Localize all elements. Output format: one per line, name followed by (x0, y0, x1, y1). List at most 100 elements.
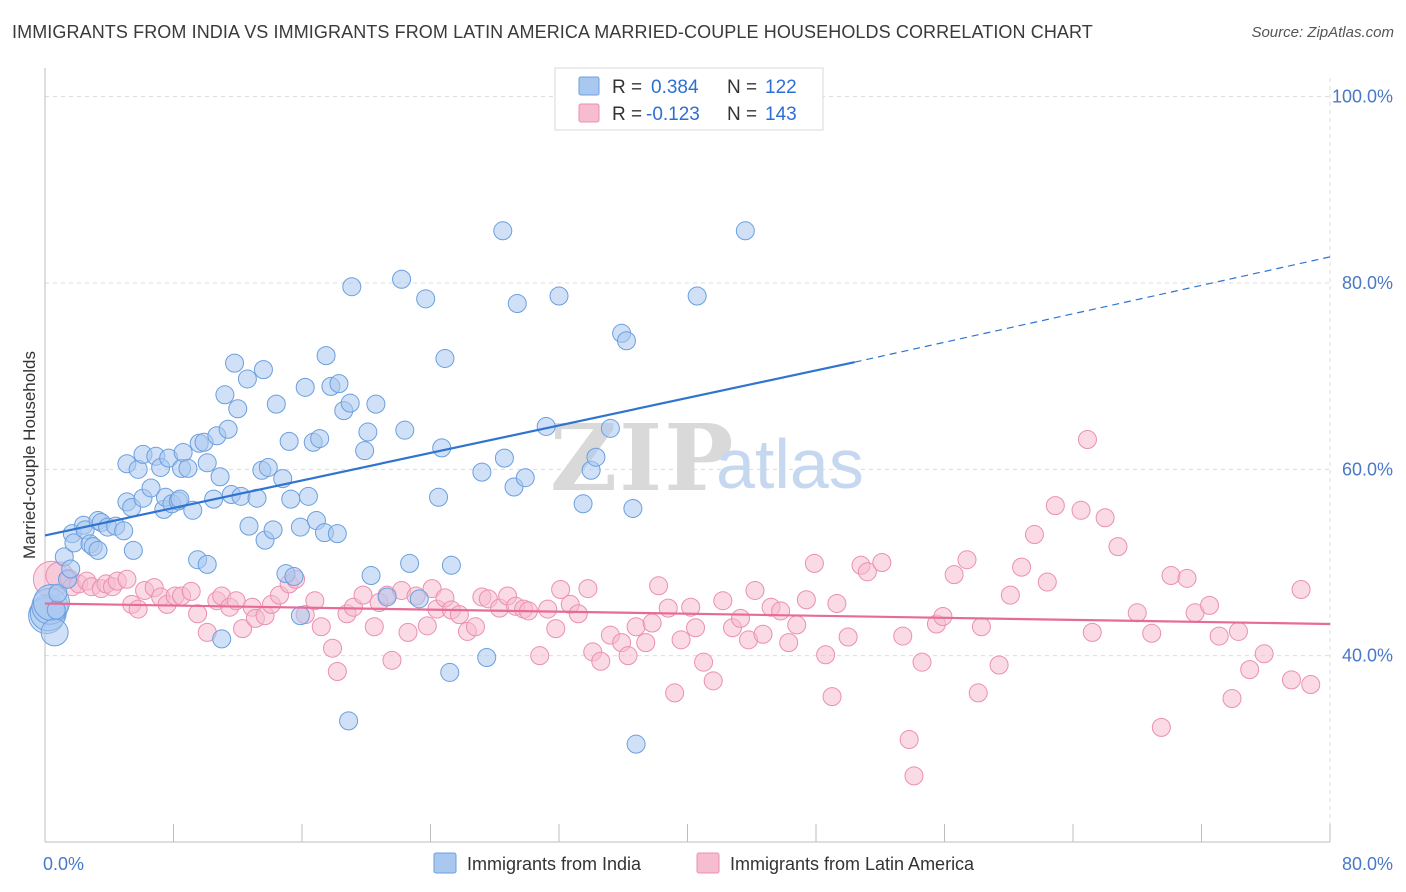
data-point-latam (188, 604, 208, 624)
y-tick-labels: 40.0% 60.0% 80.0% 100.0% (1332, 87, 1393, 666)
legend-latam-r-value: -0.123 (646, 104, 700, 125)
data-point-latam (636, 633, 656, 653)
data-point-india (239, 516, 259, 536)
data-point-india (493, 221, 513, 241)
data-point-latam (1209, 626, 1229, 646)
series-india-points (28, 221, 755, 754)
data-point-latam (551, 580, 571, 600)
data-point-india (218, 419, 238, 439)
data-point-latam (1012, 557, 1032, 577)
data-point-india (472, 462, 492, 482)
data-point-latam (703, 671, 723, 691)
data-point-latam (753, 624, 773, 644)
data-point-latam (1095, 508, 1115, 528)
data-point-latam (1291, 580, 1311, 600)
x-tick-label: 80.0% (1342, 854, 1393, 874)
data-point-latam (649, 576, 669, 596)
data-point-latam (1142, 623, 1162, 643)
data-point-latam (1200, 595, 1220, 615)
data-point-india (392, 269, 412, 289)
data-point-latam (1127, 603, 1147, 623)
data-point-india (342, 277, 362, 297)
data-point-latam (1254, 644, 1274, 664)
data-point-india (400, 553, 420, 573)
data-point-latam (642, 613, 662, 633)
data-point-latam (731, 608, 751, 628)
data-point-india (263, 520, 283, 540)
data-point-india (358, 422, 378, 442)
data-point-india (339, 711, 359, 731)
y-tick-label: 80.0% (1342, 273, 1393, 293)
data-point-latam (538, 599, 558, 619)
data-point-latam (787, 615, 807, 635)
data-point-india (409, 589, 429, 609)
data-point-india (295, 377, 315, 397)
data-point-latam (422, 579, 442, 599)
data-point-latam (665, 683, 685, 703)
data-point-india (253, 360, 273, 380)
data-point-latam (933, 607, 953, 627)
data-point-india (316, 346, 336, 366)
data-point-latam (1161, 566, 1181, 586)
data-point-latam (893, 626, 913, 646)
data-point-latam (838, 627, 858, 647)
legend-box (554, 67, 824, 131)
data-point-latam (944, 565, 964, 585)
bottom-legend-latam: Immigrants from Latin America (730, 854, 975, 874)
data-point-latam (591, 651, 611, 671)
data-point-india (327, 524, 347, 544)
data-point-latam (323, 638, 343, 658)
data-point-india (173, 443, 193, 463)
data-point-latam (968, 683, 988, 703)
data-point-india (290, 606, 310, 626)
data-point-latam (364, 617, 384, 637)
data-point-india (266, 394, 286, 414)
data-point-latam (568, 604, 588, 624)
legend-latam-r-label: R = (612, 104, 642, 125)
data-point-india (440, 662, 460, 682)
legend-india-n-label: N = (727, 77, 757, 98)
data-point-latam (971, 617, 991, 637)
data-point-india (340, 393, 360, 413)
data-point-india (123, 540, 143, 560)
data-point-india (429, 487, 449, 507)
trend-line-india-extension (854, 256, 1331, 363)
x-tick-labels: 0.0% 80.0% (43, 854, 1393, 874)
data-point-latam (382, 650, 402, 670)
data-point-india (212, 629, 232, 649)
axes (44, 68, 1331, 843)
data-point-india (228, 399, 248, 419)
data-point-latam (233, 619, 253, 639)
y-axis-title: Married-couple Households (20, 351, 39, 559)
data-point-india (515, 468, 535, 488)
data-point-latam (626, 617, 646, 637)
data-point-latam (128, 599, 148, 619)
data-point-india (623, 498, 643, 518)
data-point-latam (1281, 670, 1301, 690)
legend-india-n-value: 122 (765, 77, 797, 98)
data-point-india (237, 369, 257, 389)
legend-latam-n-value: 143 (765, 104, 797, 125)
trend-line-india (44, 361, 855, 537)
legend-india-r-label: R = (612, 77, 642, 98)
data-point-latam (957, 550, 977, 570)
data-point-india (687, 286, 707, 306)
data-point-india (197, 453, 217, 473)
legend-swatch-india (578, 76, 600, 96)
data-point-india (258, 457, 278, 477)
data-point-india (626, 734, 646, 754)
data-point-latam (1000, 585, 1020, 605)
data-point-latam (1024, 525, 1044, 545)
data-point-india (416, 289, 436, 309)
data-point-india (279, 431, 299, 451)
data-point-latam (1045, 496, 1065, 516)
legend-india-r-value: 0.384 (651, 77, 699, 98)
data-point-india (215, 385, 235, 405)
y-tick-label: 40.0% (1342, 646, 1393, 666)
data-point-latam (694, 652, 714, 672)
y-tick-label: 100.0% (1332, 87, 1393, 107)
data-point-latam (804, 553, 824, 573)
data-point-latam (1151, 717, 1171, 737)
data-point-latam (1228, 621, 1248, 641)
